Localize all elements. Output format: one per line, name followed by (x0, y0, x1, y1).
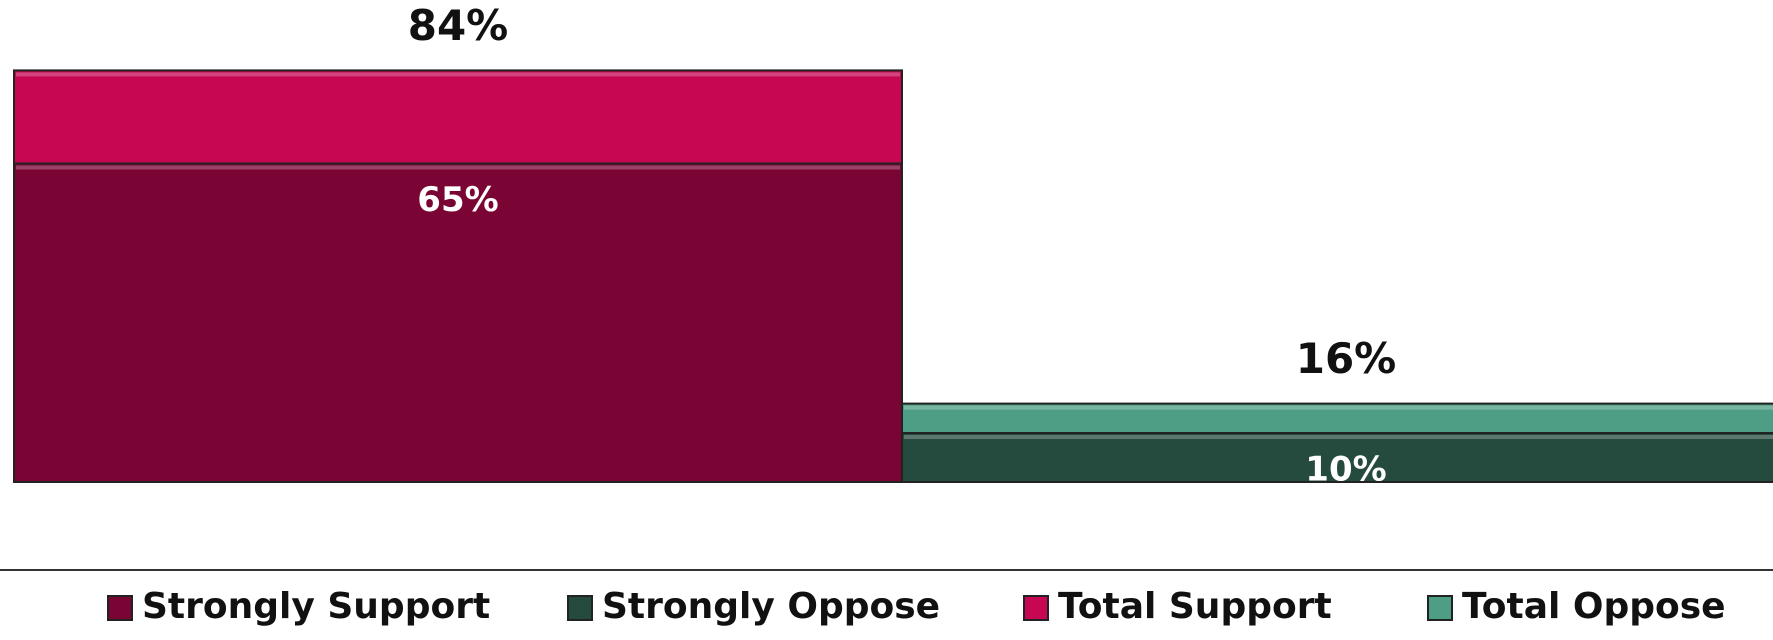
value-label: 65% (417, 180, 498, 220)
legend-label: Strongly Oppose (602, 586, 940, 627)
legend-label: Strongly Support (142, 586, 490, 627)
legend-label: Total Oppose (1462, 586, 1726, 627)
bar-highlight (904, 435, 1773, 439)
value-label: 10% (1305, 450, 1386, 490)
bar-highlight (16, 72, 900, 77)
bar (13, 162, 903, 483)
legend-label: Total Support (1058, 586, 1332, 627)
legend-swatch (567, 595, 593, 621)
value-label: 16% (1296, 334, 1397, 383)
bar-highlight (904, 405, 1773, 410)
value-label: 84% (408, 1, 509, 50)
legend-swatch (1427, 595, 1453, 621)
legend-swatch (1023, 595, 1049, 621)
bar-highlight (16, 165, 900, 170)
legend-swatch (107, 595, 133, 621)
